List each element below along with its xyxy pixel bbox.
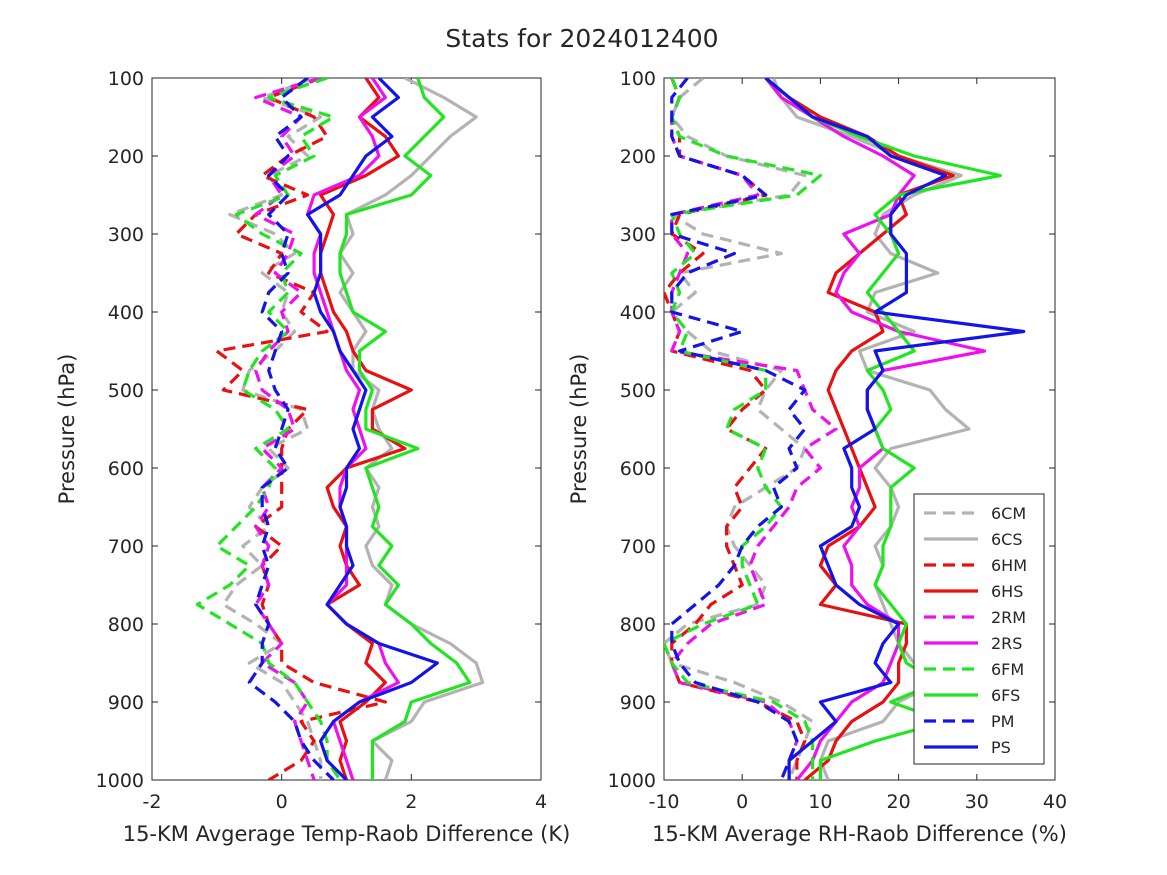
panel-2: -10 0 10 20 30 40 100 200 300 400 500 600 700 800 900 1… [567,68,1067,846]
series-line-pm [670,78,807,780]
legend-label: 6FS [991,686,1020,705]
series-line-6cm [664,78,815,780]
y-axis-label: Pressure (hPa) [55,354,79,505]
x-tick-label: 30 [965,791,989,813]
series-line-ps [764,78,1026,780]
x-tick-label: -2 [143,791,162,813]
y-tick-label: 100 [620,68,656,90]
y-tick-label: 500 [620,380,656,402]
y-tick-label: 100 [108,68,144,90]
series-line-6cm [221,78,323,780]
panel-1: -2 0 2 4 100 200 300 400 500 600 700 800 900 1000 15-K… [55,68,570,846]
legend-label: PM [991,712,1014,731]
y-tick-label: 1000 [608,770,656,792]
series-line-pm [247,78,335,780]
x-tick-label: 2 [405,791,417,813]
y-tick-label: 600 [108,458,144,480]
y-tick-label: 600 [620,458,656,480]
legend-label: 2RS [991,634,1022,653]
y-tick-label: 200 [108,146,144,168]
legend-label: 2RM [991,608,1026,627]
series-line-6hs [319,78,413,780]
y-tick-label: 300 [108,224,144,246]
series-line-2rm [670,78,838,780]
series-line-2rs [306,78,400,780]
series-lines [195,78,485,780]
legend-label: PS [991,738,1011,757]
x-tick-label: 20 [887,791,911,813]
y-tick-label: 400 [108,302,144,324]
legend-box [913,493,1045,765]
y-tick-label: 700 [108,536,144,558]
x-tick-label: 0 [276,791,288,813]
legend-label: 6HM [991,556,1027,575]
y-tick-label: 300 [620,224,656,246]
y-tick-label: 1000 [96,770,144,792]
x-tick-label: -10 [648,791,679,813]
legend-label: 6CM [991,504,1026,523]
x-tick-label: 4 [535,791,547,813]
legend-label: 6HS [991,582,1023,601]
legend-label: 6CS [991,530,1023,549]
series-line-6fs [338,78,472,780]
series-line-6fm [195,78,342,780]
series-lines [664,78,1026,780]
x-tick-label: 10 [808,791,832,813]
series-line-ps [306,78,439,780]
legend-label: 6FM [991,660,1024,679]
y-axis-label: Pressure (hPa) [567,354,591,505]
axes-box [663,77,1056,781]
x-axis-label: 15-KM Average RH-Raob Difference (%) [652,822,1067,846]
y-tick-label: 500 [108,380,144,402]
legend: 6CM 6CS 6HM 6HS 2RM 2RS 6FM 6FS PM PS [913,493,1045,765]
y-tick-label: 700 [620,536,656,558]
series-line-6fm [664,78,823,780]
x-tick-label: 0 [736,791,748,813]
x-tick-label: 40 [1043,791,1067,813]
y-tick-label: 200 [620,146,656,168]
y-tick-label: 800 [620,614,656,636]
figure-title: Stats for 2024012400 [445,24,718,53]
series-line-6cs [338,78,485,780]
y-tick-label: 800 [108,614,144,636]
y-tick-label: 400 [620,302,656,324]
x-axis-label: 15-KM Avgerage Temp-Raob Difference (K) [123,822,571,846]
y-tick-label: 900 [108,692,144,714]
y-tick-label: 900 [620,692,656,714]
